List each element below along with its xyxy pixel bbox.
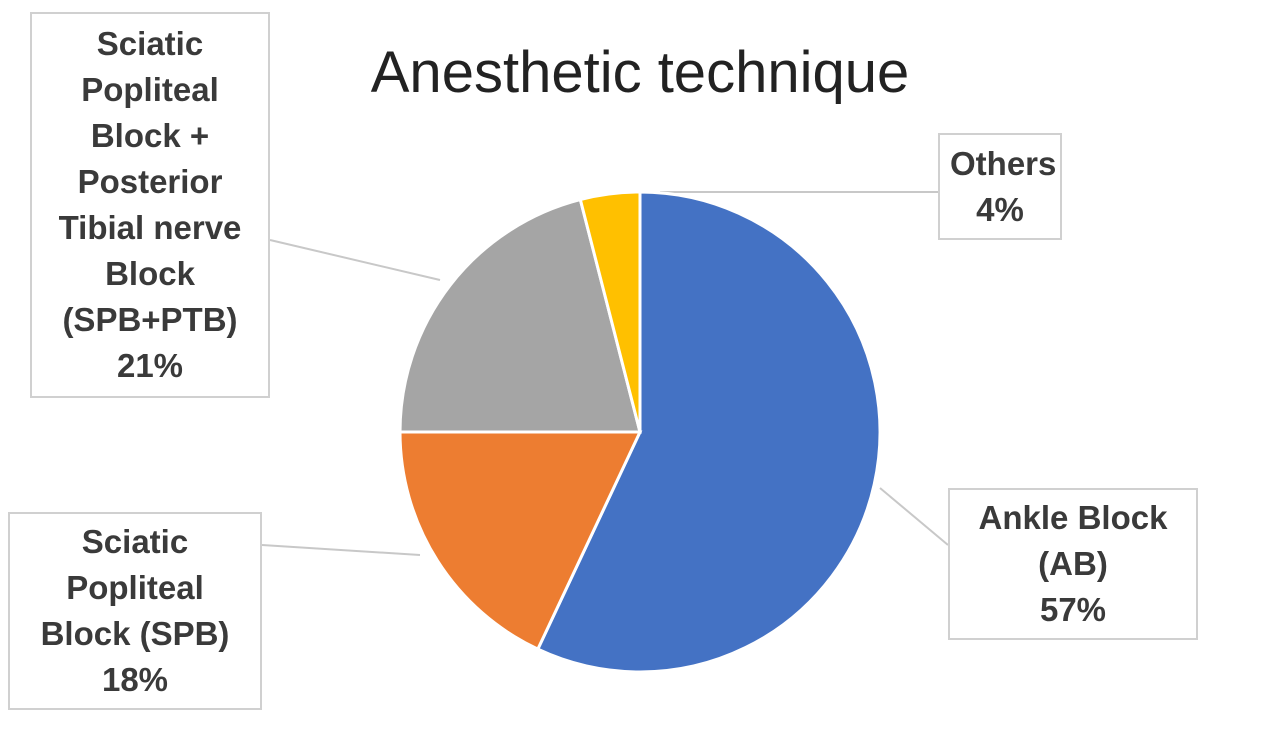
pie-slice bbox=[578, 190, 642, 433]
leader-line bbox=[269, 239, 441, 281]
label-value: 4% bbox=[976, 190, 1024, 228]
leader-line bbox=[261, 544, 421, 556]
label-category: Ankle Block (AB) bbox=[978, 499, 1168, 582]
label-category: Sciatic Popliteal Block + Posterior Tibi… bbox=[58, 25, 242, 338]
pie-slice bbox=[398, 430, 643, 652]
leader-line bbox=[879, 487, 949, 546]
data-label: Sciatic Popliteal Block (SPB) 18% bbox=[8, 512, 262, 710]
chart-title: Anesthetic technique bbox=[371, 40, 909, 105]
label-category: Others bbox=[950, 144, 1057, 182]
leader-lines bbox=[261, 191, 949, 556]
data-label: Sciatic Popliteal Block + Posterior Tibi… bbox=[30, 12, 270, 398]
label-value: 18% bbox=[101, 661, 169, 698]
pie-slice bbox=[535, 190, 882, 674]
label-category: Sciatic Popliteal Block (SPB) bbox=[40, 523, 230, 652]
label-value: 21% bbox=[116, 347, 184, 384]
pie-slice bbox=[398, 197, 642, 434]
label-value: 57% bbox=[1039, 591, 1107, 628]
data-label: Others 4% bbox=[938, 133, 1062, 240]
data-label: Ankle Block (AB) 57% bbox=[948, 488, 1198, 640]
